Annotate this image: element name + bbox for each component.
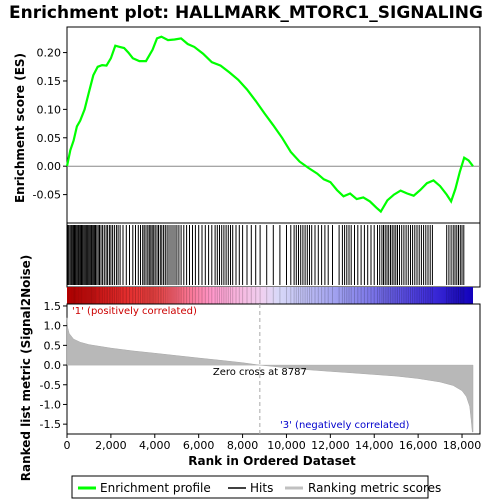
es-y-tick-label: 0.15	[37, 75, 62, 88]
es-y-tick-label: 0.10	[37, 103, 62, 116]
metric-panel-frame	[66, 303, 481, 435]
zero-cross-label: Zero cross at 8787	[213, 367, 307, 378]
x-tick-label: 12,000	[311, 439, 350, 452]
x-tick-label: 2,000	[95, 439, 127, 452]
es-y-tick-label: 0.20	[37, 47, 62, 60]
metric-panel: Zero cross at 8787 '1' (positively corre…	[19, 255, 481, 482]
x-tick-label: 16,000	[399, 439, 438, 452]
hit-lines	[67, 225, 465, 285]
es-y-ticks: -0.05 0.00 0.05 0.10 0.15 0.20	[33, 47, 67, 202]
x-tick-label: 18,000	[443, 439, 482, 452]
metric-y-tick-label: 1.5	[44, 300, 62, 313]
metric-y-tick-label: 0.0	[44, 359, 62, 372]
positive-correlation-label: '1' (positively correlated)	[72, 306, 197, 317]
x-tick-label: 6,000	[183, 439, 215, 452]
legend-frame	[71, 475, 429, 499]
metric-y-axis-label: Ranked list metric (Signal2Noise)	[19, 255, 33, 482]
es-panel: -0.05 0.00 0.05 0.10 0.15 0.20 Enrichment sco…	[13, 26, 481, 224]
x-tick-label: 4,000	[139, 439, 171, 452]
metric-y-tick-label: -1.0	[40, 398, 61, 411]
legend-hits-label: Hits	[250, 481, 273, 495]
negative-correlation-label: '3' (negatively correlated)	[280, 420, 409, 431]
es-y-tick-label: 0.05	[37, 132, 62, 145]
x-tick-label: 14,000	[355, 439, 394, 452]
metric-x-ticks: 0 2,000 4,000 6,000 8,000 10,000 12,000 14,000 1…	[64, 434, 482, 452]
metric-y-ticks: -1.5 -1.0 -0.5 0.0 0.5 1.0 1.5	[40, 300, 67, 431]
chart-title: Enrichment plot: HALLMARK_MTORC1_SIGNALI…	[9, 3, 483, 23]
legend-enrichment-label: Enrichment profile	[100, 481, 211, 495]
legend: Enrichment profile Hits Ranking metric s…	[71, 475, 441, 499]
x-tick-label: 8,000	[227, 439, 259, 452]
x-tick-label: 0	[64, 439, 71, 452]
metric-y-tick-label: 0.5	[44, 339, 62, 352]
es-curve-line	[65, 35, 474, 214]
es-y-tick-label: 0.00	[37, 160, 62, 173]
ranking-metric-area	[66, 317, 474, 433]
es-y-axis-label: Enrichment score (ES)	[13, 53, 27, 203]
x-tick-label: 10,000	[267, 439, 306, 452]
metric-y-tick-label: 1.0	[44, 320, 62, 333]
legend-metric-label: Ranking metric scores	[308, 481, 441, 495]
metric-y-tick-label: -0.5	[40, 379, 61, 392]
es-y-tick-label: -0.05	[33, 189, 61, 202]
rank-bar-hit-ticks	[67, 287, 465, 304]
rank-color-bar	[67, 287, 473, 304]
hits-panel	[66, 222, 481, 288]
metric-y-tick-label: -1.5	[40, 418, 61, 431]
x-axis-label: Rank in Ordered Dataset	[188, 454, 356, 468]
rank-gradient-bar	[67, 287, 473, 304]
